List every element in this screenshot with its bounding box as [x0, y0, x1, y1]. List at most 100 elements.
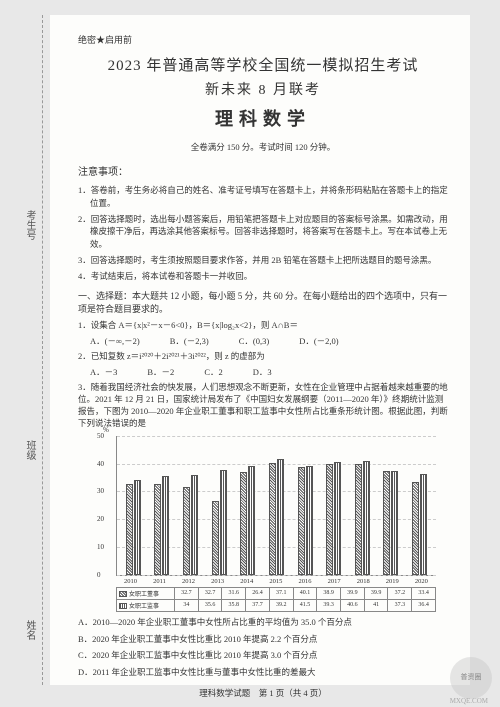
opt: D．(－2,0) — [299, 335, 338, 347]
opt: C．(0,3) — [239, 335, 269, 347]
binding-line — [42, 15, 43, 685]
notice-item: 4．考试结束后，将本试卷和答题卡一并收回。 — [78, 270, 448, 283]
bar-group — [240, 436, 255, 575]
opt: B．(－2,3) — [170, 335, 209, 347]
bar-series2 — [134, 480, 141, 575]
bar-group — [154, 436, 169, 575]
table-cell: 41.5 — [293, 599, 317, 611]
table-cell: 33.4 — [412, 587, 436, 599]
notice-item: 1．答卷前，考生务必将自己的姓名、准考证号填写在答题卡上，并将条形码粘贴在答题卡… — [78, 184, 448, 210]
opt: A．(－∞,－2) — [90, 335, 140, 347]
table-cell: 36.4 — [412, 599, 436, 611]
question-1-options: A．(－∞,－2) B．(－2,3) C．(0,3) D．(－2,0) — [78, 335, 448, 347]
watermark-icon: 普资圈 — [450, 657, 492, 699]
side-label-name: 姓名 — [22, 620, 37, 640]
y-tick-label: 0 — [97, 571, 101, 579]
bar-series1 — [269, 463, 276, 574]
bar-series1 — [355, 464, 362, 575]
table-cell: 40.1 — [293, 587, 317, 599]
y-tick-label: 40 — [97, 460, 104, 468]
table-cell: 31.6 — [222, 587, 246, 599]
table-cell: 32.7 — [198, 587, 222, 599]
bar-series2 — [277, 459, 284, 574]
legend-swatch — [119, 603, 127, 609]
y-tick-label: 10 — [97, 543, 104, 551]
site-label: MXQE.COM — [450, 697, 488, 705]
table-cell: 39.9 — [341, 587, 365, 599]
statement-item: D．2011 年企业职工监事中女性比重与董事中女性比重的差最大 — [78, 666, 448, 679]
bar-group — [212, 436, 227, 575]
bar-group — [183, 436, 198, 575]
table-cell: 37.3 — [388, 599, 412, 611]
bar-series2 — [220, 470, 227, 575]
side-label-class: 班级 — [22, 440, 37, 460]
notice-header: 注意事项： — [78, 163, 448, 178]
bar-series1 — [212, 501, 219, 574]
legend-label: 女职工监事 — [129, 604, 159, 610]
side-label-examinee: 考生号 — [22, 210, 37, 240]
x-tick-label: 2010 — [124, 578, 137, 585]
statement-item: C．2020 年企业职工监事中女性比重比 2010 年提高 3.0 个百分点 — [78, 649, 448, 662]
bar-series1 — [383, 471, 390, 574]
legend-label: 女职工董事 — [129, 592, 159, 598]
bars-container — [117, 436, 436, 575]
title-main: 2023 年普通高等学校全国统一模拟招生考试 — [78, 54, 448, 75]
table-cell: 38.9 — [317, 587, 341, 599]
page-footer: 理科数学试题 第 1 页（共 4 页） — [78, 687, 448, 699]
table-cell: 40.6 — [341, 599, 365, 611]
exam-info: 全卷满分 150 分。考试时间 120 分钟。 — [78, 141, 448, 153]
table-cell: 26.4 — [246, 587, 270, 599]
table-cell: 35.6 — [198, 599, 222, 611]
x-tick-label: 2013 — [211, 578, 224, 585]
x-tick-label: 2014 — [240, 578, 253, 585]
title-subject: 理科数学 — [78, 105, 448, 131]
bar-series2 — [334, 462, 341, 575]
bar-group — [412, 436, 427, 575]
notice-item: 3．回答选择题时，考生须按照题目要求作答，并用 2B 铅笔在答题卡上把所选题目的… — [78, 254, 448, 267]
table-cell: 32.7 — [175, 587, 199, 599]
bar-group — [298, 436, 313, 575]
bar-group — [269, 436, 284, 575]
bar-series2 — [363, 461, 370, 575]
bar-series2 — [420, 474, 427, 575]
x-tick-label: 2012 — [182, 578, 195, 585]
table-cell: 34 — [175, 599, 199, 611]
bar-chart: % 01020304050 20102011201220132014201520… — [96, 436, 436, 612]
bar-series2 — [248, 466, 255, 575]
statement-item: A．2010—2020 年企业职工董事中女性所占比重的平均值为 35.0 个百分… — [78, 616, 448, 629]
y-tick-label: 20 — [97, 515, 104, 523]
opt: D．3 — [253, 366, 272, 378]
y-tick-label: 30 — [97, 487, 104, 495]
statements-list: A．2010—2020 年企业职工董事中女性所占比重的平均值为 35.0 个百分… — [78, 616, 448, 679]
notice-list: 1．答卷前，考生务必将自己的姓名、准考证号填写在答题卡上，并将条形码粘贴在答题卡… — [78, 184, 448, 282]
exam-page: 绝密★启用前 2023 年普通高等学校全国统一模拟招生考试 新未来 8 月联考 … — [50, 15, 470, 685]
table-cell: 39.3 — [317, 599, 341, 611]
table-cell: 37.7 — [246, 599, 270, 611]
bar-series2 — [191, 475, 198, 575]
question-2: 2．已知复数 z＝i²⁰²⁰＋2i²⁰²¹＋3i²⁰²²，则 z 的虚部为 — [78, 351, 448, 363]
bar-series1 — [126, 484, 133, 575]
bar-series2 — [391, 471, 398, 575]
x-tick-label: 2016 — [298, 578, 311, 585]
opt: A．－3 — [90, 366, 117, 378]
confidential-label: 绝密★启用前 — [78, 33, 448, 46]
chart-data-table: 女职工董事32.732.731.626.437.140.138.939.939.… — [116, 587, 436, 612]
bar-group — [326, 436, 341, 575]
opt: C．2 — [204, 366, 222, 378]
legend-swatch — [119, 591, 127, 597]
x-axis-labels: 2010201120122013201420152016201720182019… — [116, 576, 436, 587]
question-3: 3．随着我国经济社会的快发展，人们思想观念不断更新，女性在企业管理中占据着越来越… — [78, 382, 448, 430]
bar-series1 — [298, 467, 305, 575]
section1-title: 一、选择题：本大题共 12 小题，每小题 5 分，共 60 分。在每小题给出的四… — [78, 290, 448, 315]
x-tick-label: 2015 — [269, 578, 282, 585]
x-tick-label: 2018 — [357, 578, 370, 585]
bar-series2 — [306, 466, 313, 575]
bar-series1 — [183, 487, 190, 575]
bar-series1 — [154, 484, 161, 575]
table-cell: 37.2 — [388, 587, 412, 599]
bar-group — [126, 436, 141, 575]
y-tick-label: 50 — [97, 432, 104, 440]
opt: B．－2 — [147, 366, 174, 378]
table-cell: 39.9 — [364, 587, 388, 599]
question-1: 1．设集合 A＝{x|x²－x－6<0}，B＝{x|log₂x<2}，则 A∩B… — [78, 320, 448, 332]
